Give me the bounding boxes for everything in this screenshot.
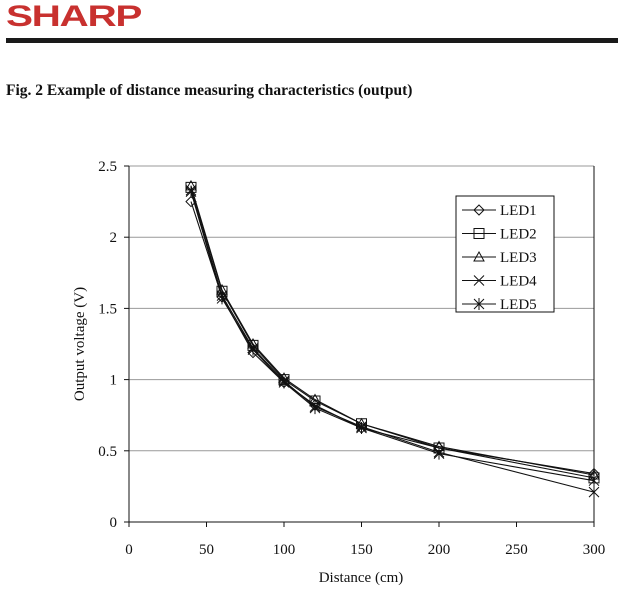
series-line xyxy=(190,185,595,476)
x-tick-label: 200 xyxy=(428,542,451,558)
legend-label: LED3 xyxy=(500,250,537,266)
asterisk-marker xyxy=(356,422,367,435)
series-line xyxy=(190,191,595,482)
asterisk-marker xyxy=(588,474,600,487)
y-tick-label: 2 xyxy=(110,230,118,246)
asterisk-marker xyxy=(247,343,259,356)
legend-box xyxy=(455,195,555,313)
series-line xyxy=(190,190,595,493)
sharp-logo: SHARP xyxy=(6,0,142,33)
x-tick-label: 150 xyxy=(350,542,373,558)
y-tick-label: 0 xyxy=(110,515,118,531)
series-led4 xyxy=(185,184,600,498)
asterisk-marker xyxy=(185,185,197,198)
x-tick-label: 250 xyxy=(505,542,528,558)
y-tick-label: 0.5 xyxy=(98,444,117,460)
legend-label: LED5 xyxy=(500,297,537,313)
legend-item: LED2 xyxy=(462,227,537,243)
figure-title: Fig. 2 Example of distance measuring cha… xyxy=(6,82,413,99)
legend-label: LED2 xyxy=(500,227,537,243)
x-axis-label: Distance (cm) xyxy=(319,570,404,586)
y-tick-label: 2.5 xyxy=(98,159,117,175)
legend-item: LED3 xyxy=(462,250,537,266)
legend-item: LED1 xyxy=(462,203,537,219)
y-tick-label: 1 xyxy=(110,373,118,389)
asterisk-marker xyxy=(278,376,290,389)
asterisk-marker xyxy=(309,402,321,415)
asterisk-marker xyxy=(216,292,228,305)
diamond-marker xyxy=(473,204,485,216)
x-marker xyxy=(588,486,600,498)
asterisk-marker xyxy=(473,298,485,310)
series-led5 xyxy=(185,185,600,487)
legend-label: LED4 xyxy=(500,274,537,290)
x-tick-label: 300 xyxy=(583,542,606,558)
x-tick-label: 0 xyxy=(125,542,133,558)
x-tick-label: 100 xyxy=(273,542,296,558)
legend-item: LED4 xyxy=(462,274,537,290)
asterisk-marker xyxy=(433,447,445,460)
legend-label: LED1 xyxy=(500,203,537,219)
header-rule xyxy=(6,38,618,43)
triangle-marker xyxy=(473,250,485,262)
y-axis-label: Output voltage (V) xyxy=(72,287,88,401)
legend-item: LED5 xyxy=(462,297,537,313)
x-tick-label: 50 xyxy=(199,542,214,558)
x-marker xyxy=(473,275,485,286)
y-tick-label: 1.5 xyxy=(98,301,117,317)
square-marker xyxy=(473,228,485,239)
